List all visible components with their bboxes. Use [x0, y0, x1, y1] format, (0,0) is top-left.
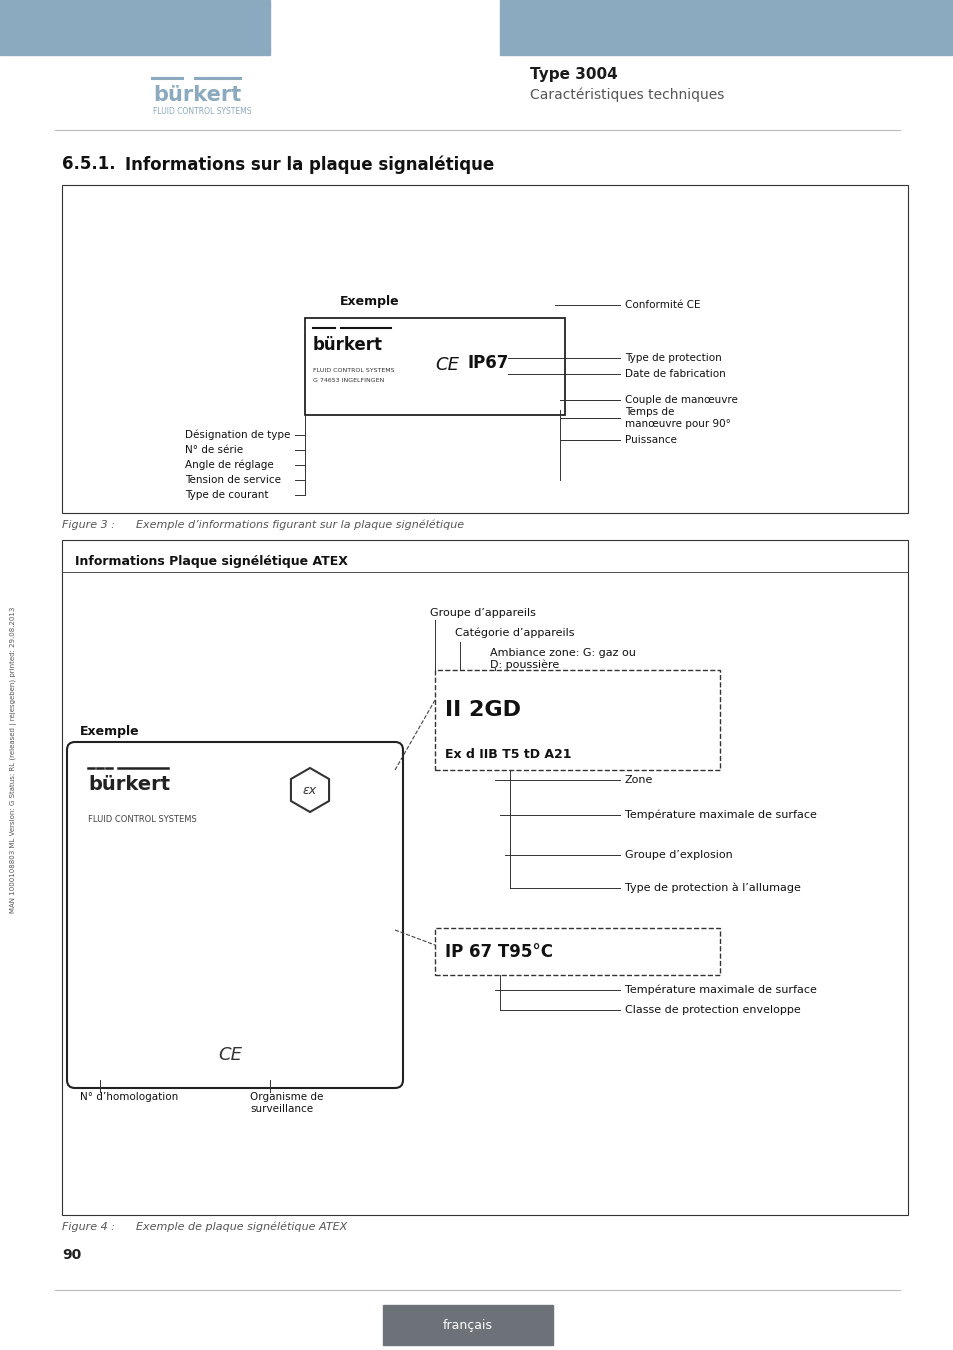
Bar [382, 1305, 553, 1345]
Text: Informations sur la plaque signalétique: Informations sur la plaque signalétique [125, 155, 494, 174]
Text: Date de fabrication: Date de fabrication [624, 369, 725, 379]
Text: Zone: Zone [624, 775, 653, 784]
Text: Type de protection: Type de protection [624, 352, 721, 363]
Text: IP67: IP67 [468, 354, 509, 373]
Bar [435, 927, 720, 975]
Text: Temps de
manœuvre pour 90°: Temps de manœuvre pour 90° [624, 408, 730, 429]
Text: Puissance: Puissance [624, 435, 677, 446]
Text: II 2GD: II 2GD [444, 701, 520, 720]
Text: Exemple: Exemple [80, 725, 139, 738]
Text: Couple de manœuvre: Couple de manœuvre [624, 396, 737, 405]
Text: CE: CE [218, 1046, 242, 1064]
Text: 90: 90 [62, 1247, 81, 1262]
Text: Figure 3 :      Exemple d’informations figurant sur la plaque signélétique: Figure 3 : Exemple d’informations figura… [62, 520, 464, 531]
Text: Désignation de type: Désignation de type [185, 429, 290, 440]
Text: Ex d IIB T5 tD A21: Ex d IIB T5 tD A21 [444, 748, 571, 761]
Text: CE: CE [435, 356, 458, 374]
Text: Caractéristiques techniques: Caractéristiques techniques [530, 88, 723, 103]
Text: Classe de protection enveloppe: Classe de protection enveloppe [624, 1004, 800, 1015]
Text: Température maximale de surface: Température maximale de surface [624, 984, 816, 995]
FancyBboxPatch shape [67, 743, 402, 1088]
Text: εx: εx [303, 783, 316, 796]
Text: FLUID CONTROL SYSTEMS: FLUID CONTROL SYSTEMS [152, 108, 252, 116]
Text: IP 67 T95°C: IP 67 T95°C [444, 944, 553, 961]
Text: G 74653 INGELFINGEN: G 74653 INGELFINGEN [313, 378, 384, 383]
Bar [435, 670, 720, 770]
Text: Catégorie d’appareils: Catégorie d’appareils [455, 628, 574, 639]
Bar [305, 319, 564, 414]
Text: 6.5.1.: 6.5.1. [62, 155, 115, 173]
Text: Exemple: Exemple [339, 296, 399, 308]
Text: Ambiance zone: G: gaz ou
D: poussière: Ambiance zone: G: gaz ou D: poussière [490, 648, 636, 670]
Text: Groupe d’appareils: Groupe d’appareils [430, 608, 536, 618]
Text: FLUID CONTROL SYSTEMS: FLUID CONTROL SYSTEMS [88, 815, 196, 825]
Text: bürkert: bürkert [88, 775, 170, 795]
Text: Figure 4 :      Exemple de plaque signélétique ATEX: Figure 4 : Exemple de plaque signélétiqu… [62, 1222, 347, 1233]
Text: Tension de service: Tension de service [185, 475, 281, 485]
Text: FLUID CONTROL SYSTEMS: FLUID CONTROL SYSTEMS [313, 367, 395, 373]
Text: Organisme de
surveillance: Organisme de surveillance [250, 1092, 323, 1114]
Text: Groupe d’explosion: Groupe d’explosion [624, 850, 732, 860]
Text: N° d’homologation: N° d’homologation [80, 1092, 178, 1102]
Text: Type 3004: Type 3004 [530, 68, 618, 82]
Bar [499, 0, 953, 55]
Text: Informations Plaque signélétique ATEX: Informations Plaque signélétique ATEX [75, 555, 348, 568]
Text: Température maximale de surface: Température maximale de surface [624, 810, 816, 821]
Text: bürkert: bürkert [152, 85, 241, 105]
Text: Type de protection à l’allumage: Type de protection à l’allumage [624, 883, 800, 894]
Text: Angle de réglage: Angle de réglage [185, 460, 274, 470]
Text: français: français [442, 1319, 493, 1331]
Text: N° de série: N° de série [185, 446, 243, 455]
Text: bürkert: bürkert [313, 336, 382, 354]
Bar [0, 0, 270, 55]
Text: MAN 1000108803 ML Version: G Status: RL (released | rejesgeben) printed: 29.08.2: MAN 1000108803 ML Version: G Status: RL … [10, 606, 17, 913]
Text: Type de courant: Type de courant [185, 490, 268, 500]
Text: Conformité CE: Conformité CE [624, 300, 700, 310]
Bar [62, 185, 907, 513]
Bar [62, 540, 907, 1215]
